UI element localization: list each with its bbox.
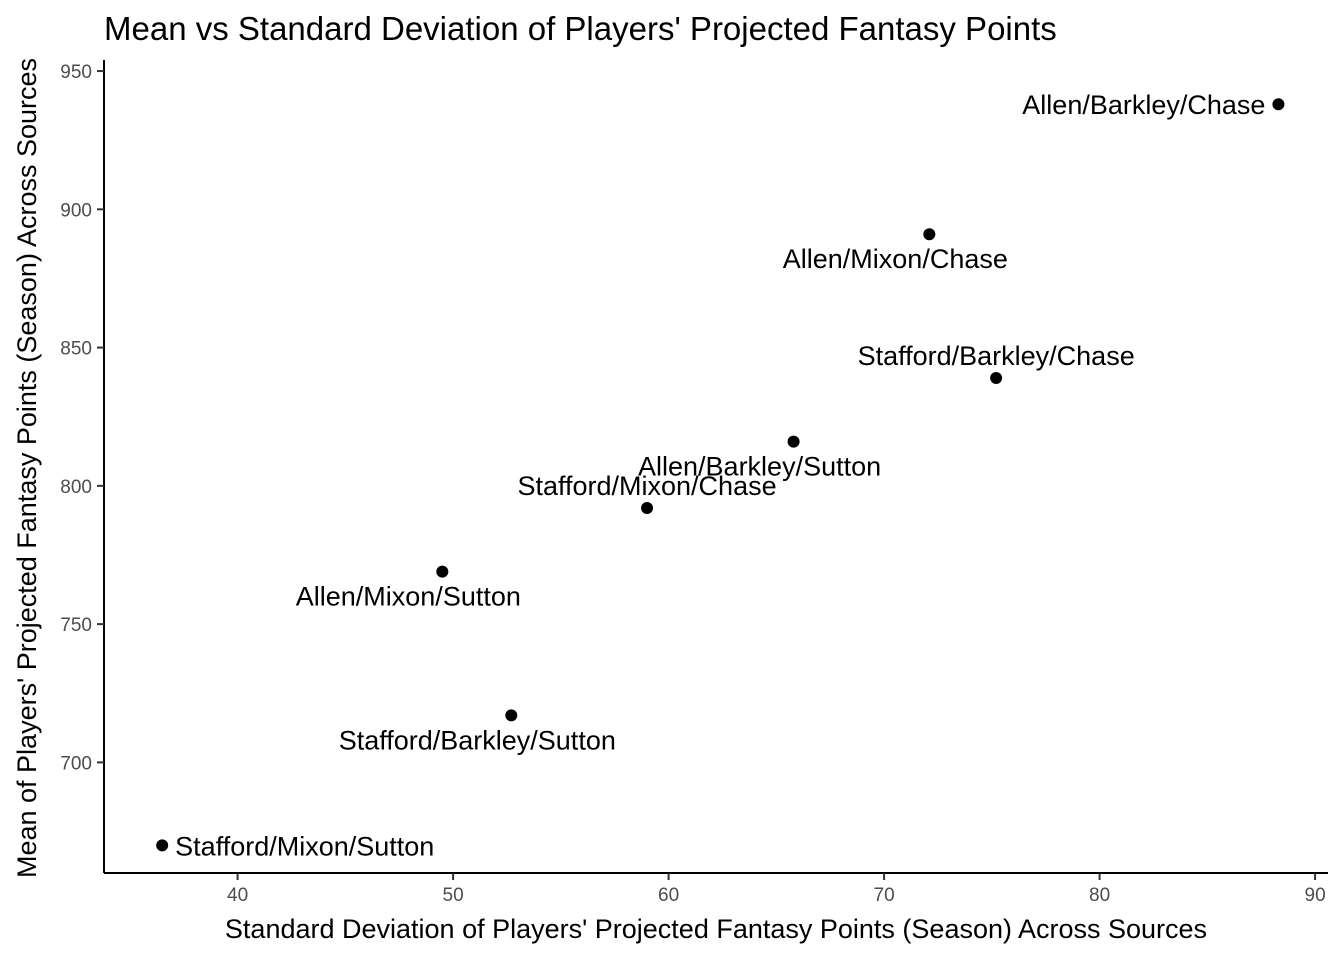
data-point xyxy=(787,435,800,448)
data-point xyxy=(990,372,1003,385)
point-label: Stafford/Mixon/Chase xyxy=(517,471,776,501)
point-label: Allen/Barkley/Chase xyxy=(1022,90,1265,120)
y-tick-label: 750 xyxy=(60,615,92,636)
data-point xyxy=(505,709,518,722)
x-tick-label: 80 xyxy=(1089,885,1110,906)
x-axis-title: Standard Deviation of Players' Projected… xyxy=(225,914,1207,944)
y-tick-label: 900 xyxy=(60,200,92,221)
x-tick-label: 50 xyxy=(443,885,464,906)
point-label: Stafford/Barkley/Sutton xyxy=(339,725,616,755)
point-label: Allen/Barkley/Sutton xyxy=(638,452,881,482)
y-axis-title: Mean of Players' Projected Fantasy Point… xyxy=(12,58,42,878)
data-point xyxy=(436,565,449,578)
x-tick-label: 60 xyxy=(658,885,679,906)
point-label: Allen/Mixon/Sutton xyxy=(296,582,521,612)
y-tick-label: 700 xyxy=(60,753,92,774)
y-tick-label: 800 xyxy=(60,477,92,498)
point-label: Stafford/Barkley/Chase xyxy=(858,341,1135,371)
x-tick-label: 40 xyxy=(227,885,248,906)
data-point xyxy=(923,228,936,241)
data-point xyxy=(641,501,654,514)
point-label: Stafford/Mixon/Sutton xyxy=(175,831,434,861)
x-tick-label: 70 xyxy=(874,885,895,906)
point-label: Allen/Mixon/Chase xyxy=(783,244,1008,274)
y-tick-label: 850 xyxy=(60,339,92,360)
data-point xyxy=(1272,98,1285,111)
plot-area: 40 50 60 70 80 90 700 750 800 850 900 950 Allen/Bark… xyxy=(60,60,1328,906)
y-tick-label: 950 xyxy=(60,62,92,83)
x-tick-label: 90 xyxy=(1305,885,1326,906)
data-point xyxy=(156,839,169,852)
chart-title: Mean vs Standard Deviation of Players' P… xyxy=(104,10,1057,47)
